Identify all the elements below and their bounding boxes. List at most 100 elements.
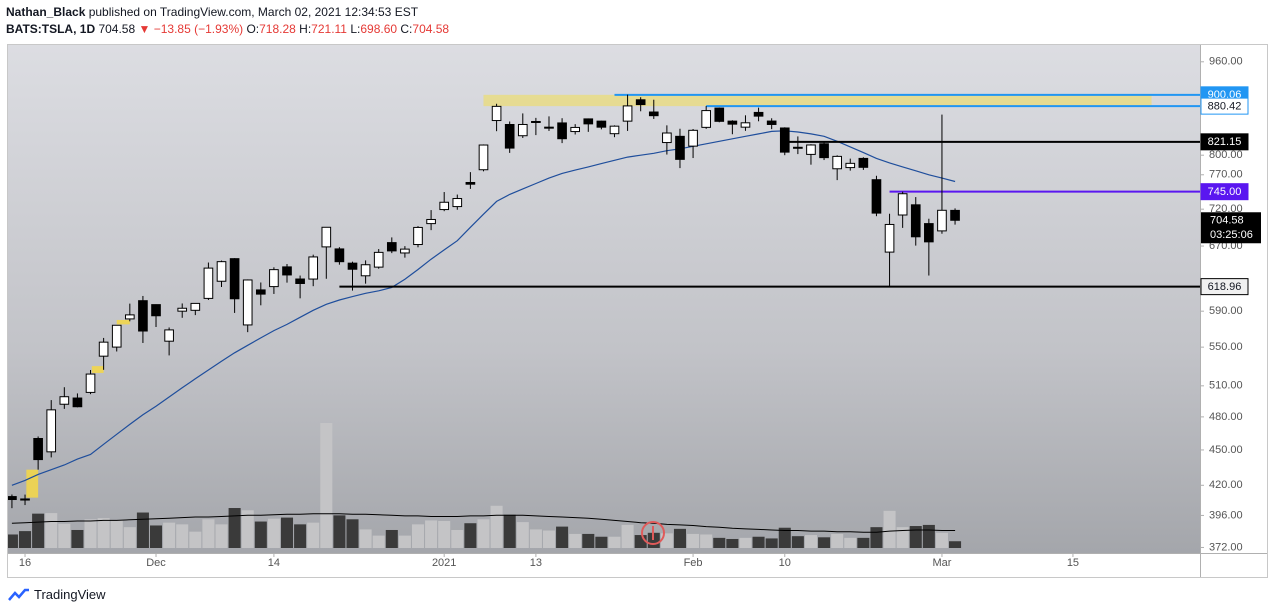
ohlc-3: C:704.58 (400, 22, 449, 36)
volume-bar (372, 535, 385, 548)
volume-bar (425, 520, 438, 548)
volume-bar (202, 519, 215, 548)
volume-bar (516, 522, 529, 548)
candle-body (138, 300, 148, 332)
level-label-box (1200, 133, 1249, 151)
candle-body (269, 269, 279, 288)
level-label: 618.96 (1208, 281, 1242, 293)
x-tick-label: 16 (19, 557, 31, 569)
y-tick-label: 550.00 (1209, 341, 1243, 353)
candle-body (662, 132, 672, 144)
volume-bar (883, 510, 896, 548)
candle-body (400, 248, 410, 254)
volume-bar (503, 514, 516, 548)
volume-bar (935, 532, 948, 548)
candle-body (793, 146, 803, 149)
earnings-marker[interactable] (641, 521, 665, 545)
ohlc-value: 718.28 (259, 22, 296, 36)
volume-bar (621, 524, 634, 548)
volume-ma-line (11, 513, 956, 533)
candle-body (727, 120, 738, 125)
candle-body (413, 226, 423, 246)
volume-bar (870, 527, 883, 548)
volume-bar (752, 536, 765, 548)
volume-bar (556, 526, 569, 548)
candle-body (426, 218, 436, 225)
highlight-zone (116, 319, 130, 325)
x-tick-label: Mar (932, 557, 951, 569)
level-label-box (1200, 183, 1249, 201)
ma-line (11, 130, 956, 486)
candle-body (164, 329, 174, 342)
x-tick-label: Dec (146, 557, 166, 569)
volume-bar (110, 520, 123, 548)
candle-body (111, 324, 122, 348)
ohlc-value: 704.58 (412, 22, 450, 36)
y-tick-label: 720.00 (1209, 203, 1243, 215)
volume-bar (844, 537, 857, 548)
candle-body (609, 125, 620, 135)
author: Nathan_Black (6, 5, 86, 19)
candle-body (216, 261, 227, 282)
highlight-zone (483, 94, 1152, 107)
candle-body (452, 198, 463, 208)
volume-bar (922, 524, 935, 548)
ohlc-label: H: (299, 22, 312, 36)
candle-body (766, 120, 777, 125)
volume-bar (451, 529, 464, 548)
volume-bar (438, 520, 451, 548)
candle-body (20, 498, 30, 501)
volume-bar (254, 521, 267, 548)
volume-bar (608, 536, 621, 548)
volume-bar (228, 508, 241, 548)
volume-bar (857, 537, 870, 548)
ohlc-0: O:718.28 (246, 22, 295, 36)
candle-body (347, 262, 358, 270)
candle-body (871, 179, 882, 214)
volume-bar (949, 541, 962, 548)
quote-line: BATS:TSLA, 1D 704.58 ▼ −13.85 (−1.93%) O… (6, 21, 449, 38)
level-label: 880.42 (1208, 101, 1242, 113)
volume-bar (569, 533, 582, 548)
candle-body (229, 258, 240, 300)
y-tick-label: 420.00 (1209, 479, 1243, 491)
candle-body (675, 135, 685, 160)
volume-bar (19, 531, 32, 548)
volume-bar (58, 523, 71, 548)
y-tick-label: 372.00 (1209, 541, 1243, 553)
ohlc-2: L:698.60 (350, 22, 397, 36)
candle-body (295, 278, 305, 284)
y-tick-label: 770.00 (1209, 169, 1243, 181)
candle-body (334, 248, 345, 263)
candle-body (59, 396, 70, 405)
volume-bar (280, 517, 294, 548)
volume-bar (582, 533, 595, 548)
ohlc-1: H:721.11 (299, 22, 347, 36)
candle-body (282, 266, 292, 276)
volume-bar (831, 533, 844, 548)
volume-bar (529, 529, 542, 548)
volume-bar (359, 529, 372, 548)
candle-body (832, 155, 842, 170)
volume-bar (307, 522, 320, 548)
ohlc-label: L: (350, 22, 361, 36)
candle-body (190, 302, 201, 311)
candle-body (570, 126, 581, 133)
axes: 372.00 396.00 420.00 450.00 480.00 510.00 550.… (19, 56, 1261, 569)
publish-line: Nathan_Black published on TradingView.co… (6, 4, 449, 21)
volume-bar (687, 533, 700, 548)
candle-body (714, 107, 725, 122)
volume-bar (267, 518, 280, 548)
volume-bar (176, 524, 189, 548)
volume-bar (464, 523, 477, 548)
ohlc-label: O: (246, 22, 260, 36)
candle-body (884, 223, 895, 253)
candle-body (688, 129, 698, 147)
level-label-box (1200, 97, 1249, 115)
volume-bar (8, 534, 18, 548)
candle-body (635, 99, 646, 106)
volume-bar (713, 537, 726, 548)
volume-bar (909, 526, 922, 548)
x-tick-label: Feb (684, 557, 703, 569)
y-tick-label: 590.00 (1209, 305, 1243, 317)
